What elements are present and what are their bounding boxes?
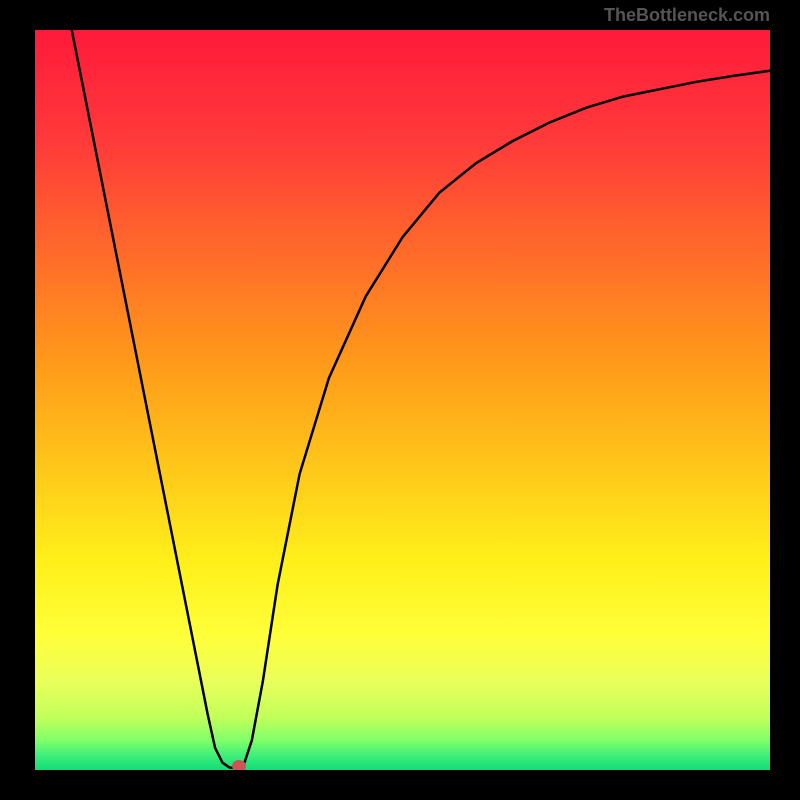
- border-left: [0, 0, 35, 800]
- border-right: [770, 0, 800, 800]
- border-bottom: [0, 770, 800, 800]
- plot-area: [35, 30, 770, 770]
- chart-container: TheBottleneck.com: [0, 0, 800, 800]
- watermark-text: TheBottleneck.com: [604, 5, 770, 26]
- curve-line: [35, 30, 770, 770]
